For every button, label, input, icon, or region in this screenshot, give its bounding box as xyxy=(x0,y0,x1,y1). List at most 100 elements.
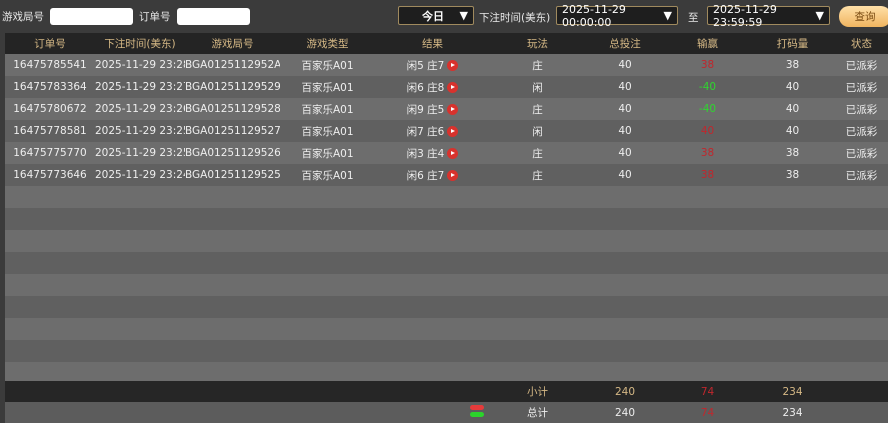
column-header: 打码量 xyxy=(776,38,809,50)
subtotal-bet: 240 xyxy=(614,385,636,398)
cell-status: 已派彩 xyxy=(845,59,878,72)
result-text: 闲9 庄5 xyxy=(406,103,445,116)
end-time-select[interactable]: 2025-11-29 23:59:59 ▼ xyxy=(707,3,830,29)
empty-row xyxy=(5,318,888,340)
round-label: 游戏局号 xyxy=(2,11,44,23)
result-text: 闲6 庄8 xyxy=(406,81,445,94)
empty-row xyxy=(5,230,888,252)
cell-type: 百家乐A01 xyxy=(301,103,354,116)
result-text: 闲6 庄7 xyxy=(406,169,445,182)
refresh-icon[interactable] xyxy=(470,405,484,417)
cell-round: BGA01251129525 xyxy=(185,169,280,181)
end-time-value: 2025-11-29 23:59:59 xyxy=(713,2,777,29)
cell-result: 闲5 庄7 xyxy=(375,58,490,73)
cell-valid: 40 xyxy=(785,125,800,137)
play-replay-icon[interactable] xyxy=(447,81,459,93)
to-label: 至 xyxy=(688,12,699,24)
cell-type: 百家乐A01 xyxy=(301,147,354,160)
cell-type: 百家乐A01 xyxy=(301,125,354,138)
time-label: 下注时间(美东) xyxy=(479,12,551,24)
empty-row xyxy=(5,186,888,208)
chevron-down-icon: ▼ xyxy=(815,9,824,22)
start-time-select[interactable]: 2025-11-29 00:00:00 ▼ xyxy=(556,3,678,29)
cell-result: 闲7 庄6 xyxy=(375,124,490,139)
column-header: 总投注 xyxy=(609,38,641,50)
chevron-down-icon: ▼ xyxy=(663,9,672,22)
subtotal-row: 小计 240 74 234 xyxy=(5,381,888,402)
result-text: 闲3 庄4 xyxy=(406,147,445,160)
subtotal-win: 74 xyxy=(700,385,715,398)
empty-row xyxy=(5,208,888,230)
cell-bet: 40 xyxy=(618,147,632,159)
total-win: 74 xyxy=(700,406,715,419)
cell-status: 已派彩 xyxy=(845,169,878,182)
column-header: 订单号 xyxy=(34,38,66,50)
cell-valid: 38 xyxy=(785,59,800,71)
play-replay-icon[interactable] xyxy=(447,125,459,137)
empty-row xyxy=(5,274,888,296)
result-text: 闲7 庄6 xyxy=(406,125,445,138)
cell-win: 38 xyxy=(700,147,715,159)
cell-result: 闲6 庄8 xyxy=(375,80,490,95)
table-row: 16475775770 2025-11-29 23:25 BGA0125112952… xyxy=(5,142,888,164)
cell-type: 百家乐A01 xyxy=(301,59,354,72)
cell-order: 16475778581 xyxy=(13,125,87,137)
range-select[interactable]: 今日 ▼ xyxy=(398,6,474,25)
empty-row xyxy=(5,362,888,381)
cell-time: 2025-11-29 23:25 xyxy=(95,147,185,159)
round-input[interactable] xyxy=(50,8,133,25)
query-button[interactable]: 查询 xyxy=(839,6,888,27)
total-valid: 234 xyxy=(782,406,803,419)
cell-type: 百家乐A01 xyxy=(301,169,354,182)
cell-win: -40 xyxy=(698,81,717,93)
cell-play: 庄 xyxy=(532,147,543,160)
cell-order: 16475785541 xyxy=(13,59,87,71)
order-input[interactable] xyxy=(176,8,250,25)
cell-valid: 38 xyxy=(785,147,800,159)
cell-bet: 40 xyxy=(618,169,632,181)
range-value: 今日 xyxy=(422,9,444,23)
cell-play: 闲 xyxy=(532,125,543,138)
cell-win: -40 xyxy=(698,103,717,115)
table-row: 16475773646 2025-11-29 23:24 BGA0125112952… xyxy=(5,164,888,186)
cell-bet: 40 xyxy=(618,59,632,71)
cell-win: 38 xyxy=(700,169,715,181)
cell-order: 16475775770 xyxy=(13,147,87,159)
cell-time: 2025-11-29 23:28 xyxy=(95,59,185,71)
cell-status: 已派彩 xyxy=(845,81,878,94)
play-replay-icon[interactable] xyxy=(447,169,459,181)
cell-status: 已派彩 xyxy=(845,103,878,116)
play-replay-icon[interactable] xyxy=(447,103,459,115)
subtotal-label: 小计 xyxy=(527,386,548,398)
empty-row xyxy=(5,340,888,362)
play-replay-icon[interactable] xyxy=(447,59,459,71)
table-row: 16475785541 2025-11-29 23:28 BGA0125112952… xyxy=(5,54,888,76)
cell-win: 38 xyxy=(700,59,715,71)
cell-type: 百家乐A01 xyxy=(301,81,354,94)
cell-time: 2025-11-29 23:26 xyxy=(95,103,185,115)
order-label: 订单号 xyxy=(139,11,171,23)
cell-time: 2025-11-29 23:24 xyxy=(95,169,185,181)
cell-play: 庄 xyxy=(532,103,543,116)
play-replay-icon[interactable] xyxy=(447,147,459,159)
bet-table: 订单号 下注时间(美东) 游戏局号 游戏类型 结果 玩法 总投注 输赢 打码量 状态 164757… xyxy=(5,33,888,423)
cell-play: 庄 xyxy=(532,169,543,182)
cell-play: 庄 xyxy=(532,59,543,72)
table-row: 16475783364 2025-11-29 23:27 BGA0125112952… xyxy=(5,76,888,98)
subtotal-valid: 234 xyxy=(782,385,803,398)
cell-bet: 40 xyxy=(618,81,632,93)
table-header: 订单号 下注时间(美东) 游戏局号 游戏类型 结果 玩法 总投注 输赢 打码量 状态 xyxy=(5,33,888,54)
cell-bet: 40 xyxy=(618,103,632,115)
cell-round: BGA01251129526 xyxy=(185,147,280,159)
cell-time: 2025-11-29 23:27 xyxy=(95,81,185,93)
cell-round: BGA01251129529 xyxy=(185,81,280,93)
cell-result: 闲6 庄7 xyxy=(375,168,490,183)
total-label: 总计 xyxy=(527,407,548,419)
cell-result: 闲3 庄4 xyxy=(375,146,490,161)
cell-round: BGA01251129528 xyxy=(185,103,280,115)
column-header: 下注时间(美东) xyxy=(104,38,176,50)
cell-order: 16475783364 xyxy=(13,81,87,93)
cell-bet: 40 xyxy=(618,125,632,137)
column-header: 输赢 xyxy=(697,38,718,50)
cell-round: BGA01251129527 xyxy=(185,125,280,137)
